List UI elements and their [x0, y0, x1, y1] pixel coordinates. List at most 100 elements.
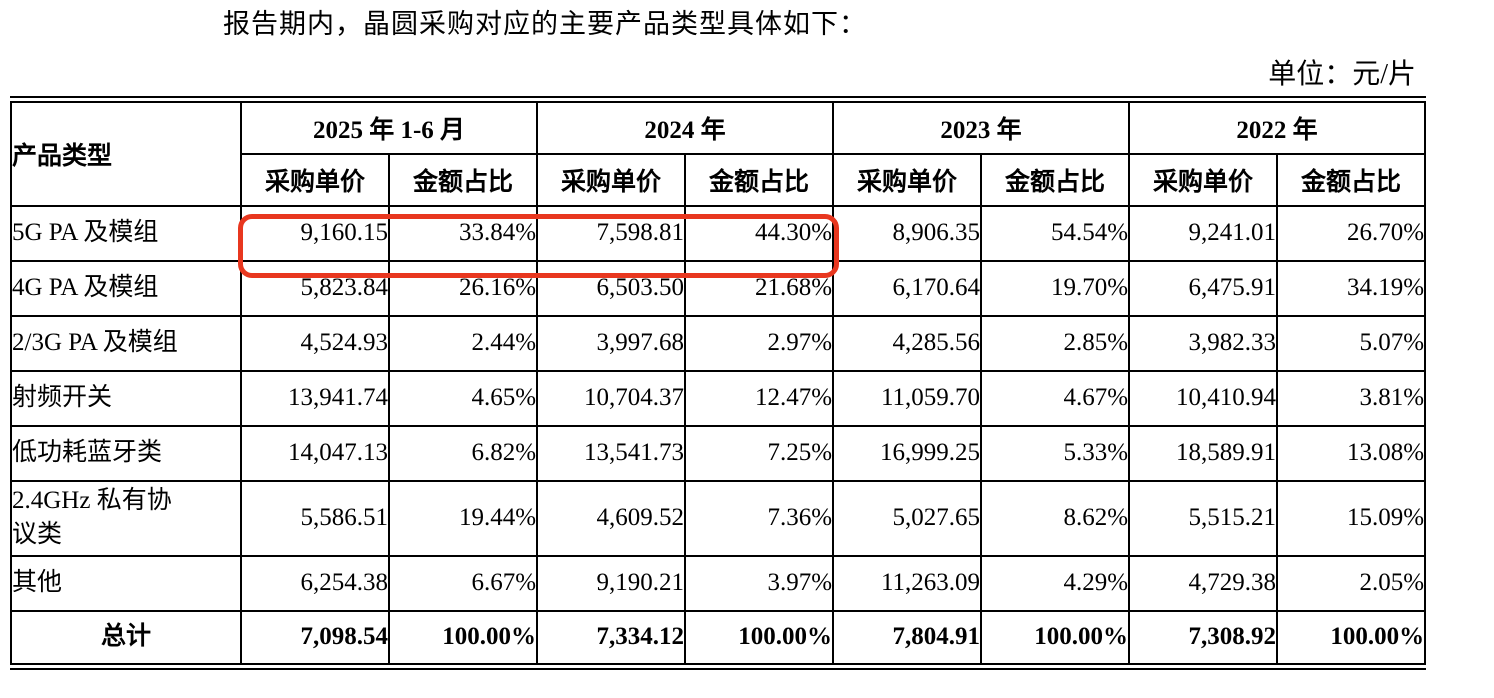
cell-value: 16,999.25	[832, 424, 983, 482]
cell-value: 6,503.50	[536, 259, 687, 317]
cell-value: 21.68%	[684, 259, 835, 317]
cell-value: 100.00%	[387, 609, 539, 668]
sub-header-unit-price: 采购单价	[240, 152, 390, 207]
row-label: 2/3G PA 及模组	[10, 314, 242, 372]
cell-value: 5.33%	[980, 424, 1131, 482]
cell-value: 4,729.38	[1128, 554, 1279, 612]
row-label: 4G PA 及模组	[10, 259, 242, 317]
cell-value: 5.07%	[1276, 314, 1427, 372]
cell-value: 14,047.13	[240, 424, 390, 482]
unit-row: 单位：元/片	[10, 58, 1422, 92]
cell-value: 15.09%	[1276, 479, 1427, 557]
cell-value: 19.44%	[387, 479, 539, 557]
cell-value: 7.25%	[684, 424, 835, 482]
table-row-4g-pa: 4G PA 及模组 5,823.84 26.16% 6,503.50 21.68…	[10, 259, 1427, 317]
cell-value: 13,541.73	[536, 424, 687, 482]
cell-value: 5,823.84	[240, 259, 390, 317]
table-row-5g-pa: 5G PA 及模组 9,160.15 33.84% 7,598.81 44.30…	[10, 204, 1427, 262]
table-row-other: 其他 6,254.38 6.67% 9,190.21 3.97% 11,263.…	[10, 554, 1427, 612]
cell-value: 33.84%	[387, 204, 539, 262]
cell-value: 6.82%	[387, 424, 539, 482]
row-label: 5G PA 及模组	[10, 204, 242, 262]
cell-value: 4.65%	[387, 369, 539, 427]
cell-value: 8,906.35	[832, 204, 983, 262]
cell-value: 3.81%	[1276, 369, 1427, 427]
cell-value: 5,586.51	[240, 479, 390, 557]
cell-value: 8.62%	[980, 479, 1131, 557]
col-header-product-type: 产品类型	[10, 98, 242, 207]
cell-value: 4,285.56	[832, 314, 983, 372]
row-label: 低功耗蓝牙类	[10, 424, 242, 482]
row-label: 射频开关	[10, 369, 242, 427]
cell-value: 2.05%	[1276, 554, 1427, 612]
cell-value: 5,515.21	[1128, 479, 1279, 557]
row-label: 2.4GHz 私有协 议类	[10, 479, 242, 557]
cell-value: 7,598.81	[536, 204, 687, 262]
cell-value: 6,475.91	[1128, 259, 1279, 317]
cell-value: 12.47%	[684, 369, 835, 427]
cell-value: 18,589.91	[1128, 424, 1279, 482]
cell-value: 100.00%	[980, 609, 1131, 668]
cell-value: 6,254.38	[240, 554, 390, 612]
cell-value: 6.67%	[387, 554, 539, 612]
cell-value: 7,098.54	[240, 609, 390, 668]
cell-value: 2.97%	[684, 314, 835, 372]
cell-value: 9,160.15	[240, 204, 390, 262]
cell-value: 3,982.33	[1128, 314, 1279, 372]
cell-value: 6,170.64	[832, 259, 983, 317]
cell-value: 13,941.74	[240, 369, 390, 427]
wafer-procurement-table: 产品类型 2025 年 1-6 月 2024 年 2023 年 2022 年 采…	[10, 96, 1427, 670]
cell-value: 34.19%	[1276, 259, 1427, 317]
cell-value: 44.30%	[684, 204, 835, 262]
cell-value: 4.29%	[980, 554, 1131, 612]
col-group-2025-h1: 2025 年 1-6 月	[239, 98, 539, 155]
row-label: 其他	[10, 554, 242, 612]
table-row-23g-pa: 2/3G PA 及模组 4,524.93 2.44% 3,997.68 2.97…	[10, 314, 1427, 372]
col-group-2022: 2022 年	[1128, 98, 1427, 155]
cell-value: 26.16%	[387, 259, 539, 317]
col-group-2023: 2023 年	[832, 98, 1131, 155]
table-row-rf-switch: 射频开关 13,941.74 4.65% 10,704.37 12.47% 11…	[10, 369, 1427, 427]
cell-value: 7,334.12	[536, 609, 687, 668]
cell-value: 13.08%	[1276, 424, 1427, 482]
sub-header-amount-ratio: 金额占比	[684, 152, 835, 207]
cell-value: 7,804.91	[832, 609, 983, 668]
cell-value: 3.97%	[684, 554, 835, 612]
cell-value: 7,308.92	[1128, 609, 1279, 668]
header-group-row: 产品类型 2025 年 1-6 月 2024 年 2023 年 2022 年	[10, 98, 1427, 207]
cell-value: 100.00%	[1276, 609, 1427, 668]
cell-value: 3,997.68	[536, 314, 687, 372]
cell-value: 100.00%	[684, 609, 835, 668]
cell-value: 26.70%	[1276, 204, 1427, 262]
cell-value: 2.44%	[387, 314, 539, 372]
intro-text: 报告期内，晶圆采购对应的主要产品类型具体如下：	[223, 9, 867, 39]
cell-value: 19.70%	[980, 259, 1131, 317]
sub-header-unit-price: 采购单价	[536, 152, 687, 207]
table-row-total: 总计 7,098.54 100.00% 7,334.12 100.00% 7,8…	[10, 609, 1427, 668]
cell-value: 11,263.09	[832, 554, 983, 612]
document-page: 报告期内，晶圆采购对应的主要产品类型具体如下： 单位：元/片 产品类型 2025…	[0, 6, 1494, 698]
sub-header-amount-ratio: 金额占比	[387, 152, 539, 207]
cell-value: 54.54%	[980, 204, 1131, 262]
table-row-24ghz: 2.4GHz 私有协 议类 5,586.51 19.44% 4,609.52 7…	[10, 479, 1427, 557]
col-group-2024: 2024 年	[536, 98, 835, 155]
sub-header-amount-ratio: 金额占比	[1276, 152, 1427, 207]
table-row-ble: 低功耗蓝牙类 14,047.13 6.82% 13,541.73 7.25% 1…	[10, 424, 1427, 482]
cell-value: 5,027.65	[832, 479, 983, 557]
sub-header-unit-price: 采购单价	[832, 152, 983, 207]
unit-label: 单位：元/片	[1268, 59, 1416, 90]
cell-value: 4,524.93	[240, 314, 390, 372]
sub-header-unit-price: 采购单价	[1128, 152, 1279, 207]
row-label-total: 总计	[10, 609, 242, 668]
sub-header-amount-ratio: 金额占比	[980, 152, 1131, 207]
cell-value: 7.36%	[684, 479, 835, 557]
cell-value: 2.85%	[980, 314, 1131, 372]
cell-value: 11,059.70	[832, 369, 983, 427]
cell-value: 10,410.94	[1128, 369, 1279, 427]
cell-value: 9,241.01	[1128, 204, 1279, 262]
cell-value: 10,704.37	[536, 369, 687, 427]
cell-value: 4.67%	[980, 369, 1131, 427]
header-sub-row: 采购单价 金额占比 采购单价 金额占比 采购单价 金额占比 采购单价 金额占比	[11, 152, 1427, 207]
cell-value: 9,190.21	[536, 554, 687, 612]
cell-value: 4,609.52	[536, 479, 687, 557]
